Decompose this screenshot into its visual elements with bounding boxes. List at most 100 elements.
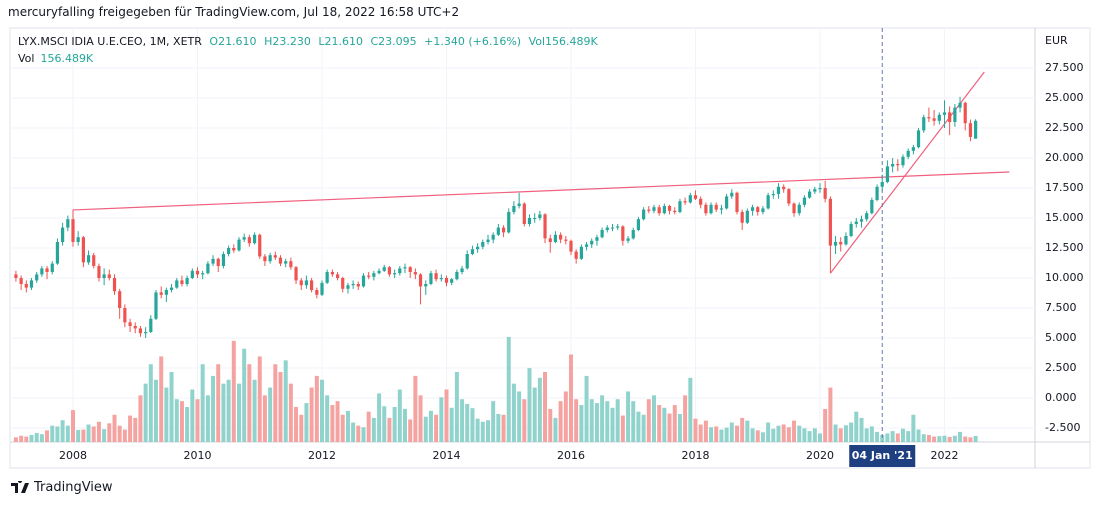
legend-change: +1.340 (+6.16%) <box>424 35 522 48</box>
candle-body <box>932 118 936 121</box>
volume-bar <box>610 407 615 442</box>
candle-body <box>450 279 454 283</box>
volume-bar <box>366 411 371 442</box>
candle-body <box>252 234 257 244</box>
volume-bar <box>319 379 324 442</box>
candle-body <box>626 238 630 241</box>
volume-bar <box>662 407 667 442</box>
volume-bar <box>294 407 299 442</box>
candle-body <box>398 268 402 274</box>
volume-bar <box>70 410 75 442</box>
x-tick-label: 2020 <box>806 449 834 462</box>
volume-bar <box>926 435 931 442</box>
candle-body <box>470 249 475 254</box>
candle-body <box>429 273 433 284</box>
volume-bar <box>958 431 963 442</box>
candle-body <box>66 219 70 228</box>
brand-logo <box>11 480 29 493</box>
candle-body <box>263 256 267 262</box>
volume-bar <box>766 422 771 442</box>
candle-body <box>782 186 786 190</box>
candle-body <box>169 287 174 290</box>
volume-bar <box>636 411 641 442</box>
candle-body <box>683 201 687 203</box>
candle-body <box>92 255 96 266</box>
candle-body <box>107 274 111 278</box>
candle-body <box>227 247 231 254</box>
volume-bar <box>714 426 719 442</box>
candle-body <box>880 181 884 187</box>
legend-low: L21.610 <box>318 35 363 48</box>
candle-body <box>787 189 791 204</box>
candle-body <box>201 273 205 275</box>
attribution: mercuryfalling freigegeben für TradingVi… <box>8 5 460 19</box>
volume-bar <box>382 406 387 442</box>
volume-bar <box>309 387 314 442</box>
volume-bar <box>838 428 843 442</box>
volume-bar <box>221 383 226 442</box>
candle-body <box>221 253 226 266</box>
candle-body <box>844 235 848 245</box>
volume-bar <box>968 437 973 442</box>
volume-bar <box>875 431 880 442</box>
labels: -2.500 0.000 2.500 5.000 7.500 10.000 12.500 15… <box>59 61 1084 467</box>
volume-bar <box>626 391 631 442</box>
candle-body <box>693 195 698 199</box>
volume-bar <box>107 423 112 442</box>
candle-body <box>335 274 340 278</box>
candle-body <box>294 267 298 281</box>
volume-bar <box>646 399 651 442</box>
trend-line <box>72 171 1010 211</box>
footer[interactable]: TradingView <box>10 480 113 495</box>
candle-body <box>901 156 905 166</box>
price-unit: EUR <box>1045 34 1068 47</box>
volume-bar <box>574 399 579 442</box>
volume-bar <box>262 395 267 442</box>
volume-bar <box>947 436 952 442</box>
volume-bar <box>906 431 911 442</box>
volume-bar <box>335 401 340 442</box>
volume-bar <box>932 436 937 442</box>
candle-body <box>81 237 85 263</box>
candle-body <box>190 270 194 278</box>
volume-bar <box>885 433 890 442</box>
volume-bar <box>377 393 382 442</box>
volume-bar <box>13 437 18 442</box>
candle-body <box>216 258 220 266</box>
ohlc-legend: LYX.MSCI IDIA U.E.CEO, 1M, XETR O21.610 … <box>18 35 602 48</box>
candle-body <box>476 246 480 250</box>
y-tick-label: 22.500 <box>1045 121 1084 134</box>
volume-bar <box>200 364 205 442</box>
volume-bar <box>216 364 221 442</box>
candle-body <box>35 274 39 281</box>
volume-bar <box>392 407 397 442</box>
candle-body <box>434 273 438 280</box>
volume-bar <box>351 422 356 442</box>
volume-bar <box>76 429 81 442</box>
candle-body <box>548 238 552 242</box>
candle-body <box>444 277 449 283</box>
y-tick-label: 0.000 <box>1045 391 1077 404</box>
candle-body <box>968 123 973 137</box>
candle-body <box>465 253 469 269</box>
candle-body <box>865 213 869 220</box>
candle-body <box>533 217 537 219</box>
x-tick-label: 2012 <box>308 449 336 462</box>
volume-bar <box>340 414 345 442</box>
x-tick-label: 2014 <box>432 449 460 462</box>
volume-bar <box>34 433 39 442</box>
volume-bar <box>81 429 86 442</box>
legend-close: C23.095 <box>370 35 417 48</box>
candle-body <box>211 258 215 264</box>
volume-bar <box>817 433 822 442</box>
volume-bar <box>532 387 537 442</box>
volume-label: Vol <box>18 52 35 65</box>
volume-bar <box>719 429 724 442</box>
candle-body <box>247 237 251 244</box>
candle-body <box>206 263 210 274</box>
volume-bar <box>807 431 812 442</box>
candle-body <box>896 163 900 166</box>
candle-body <box>232 247 236 251</box>
volume-bar <box>247 364 252 442</box>
candle-body <box>818 187 822 190</box>
